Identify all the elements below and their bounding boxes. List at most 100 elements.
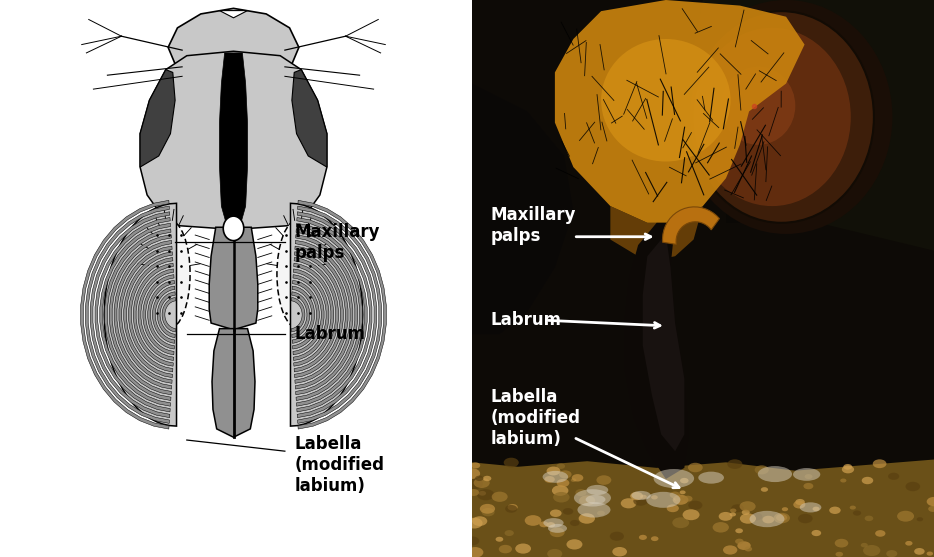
Polygon shape (292, 280, 319, 349)
Ellipse shape (491, 492, 508, 502)
Ellipse shape (640, 495, 647, 499)
Ellipse shape (813, 507, 820, 511)
Ellipse shape (597, 511, 605, 516)
Ellipse shape (684, 496, 692, 502)
Ellipse shape (550, 510, 561, 517)
Ellipse shape (478, 491, 486, 496)
Polygon shape (298, 206, 382, 423)
Ellipse shape (728, 460, 743, 469)
Ellipse shape (680, 490, 686, 494)
Ellipse shape (672, 495, 688, 505)
Ellipse shape (914, 548, 925, 555)
Polygon shape (291, 292, 310, 338)
Ellipse shape (668, 463, 673, 467)
Ellipse shape (928, 506, 934, 512)
Ellipse shape (277, 219, 319, 328)
Polygon shape (294, 252, 344, 378)
Ellipse shape (504, 530, 514, 536)
Ellipse shape (465, 536, 479, 545)
Ellipse shape (613, 547, 627, 556)
Ellipse shape (699, 472, 724, 483)
Polygon shape (80, 201, 169, 429)
Ellipse shape (737, 541, 751, 550)
Ellipse shape (713, 522, 729, 532)
Ellipse shape (577, 502, 611, 517)
Ellipse shape (575, 489, 587, 496)
Text: Labrum: Labrum (490, 311, 561, 329)
Text: Maxillary
palps: Maxillary palps (490, 206, 575, 245)
Text: Labella
(modified
labium): Labella (modified labium) (490, 388, 580, 448)
Ellipse shape (587, 485, 608, 495)
Ellipse shape (793, 468, 820, 481)
Ellipse shape (474, 478, 489, 488)
Ellipse shape (798, 514, 813, 523)
Ellipse shape (148, 219, 191, 328)
Ellipse shape (670, 491, 680, 499)
Polygon shape (611, 206, 703, 262)
Ellipse shape (680, 478, 688, 483)
Polygon shape (296, 229, 362, 400)
Ellipse shape (750, 512, 762, 520)
Ellipse shape (730, 509, 736, 512)
Ellipse shape (742, 510, 750, 515)
Polygon shape (140, 51, 327, 229)
Ellipse shape (897, 511, 914, 522)
Polygon shape (295, 246, 348, 383)
Polygon shape (624, 223, 689, 479)
Ellipse shape (633, 496, 648, 506)
Ellipse shape (546, 522, 555, 527)
Ellipse shape (812, 530, 821, 536)
Ellipse shape (646, 492, 681, 508)
Ellipse shape (853, 510, 861, 516)
Ellipse shape (843, 464, 852, 470)
Polygon shape (291, 297, 304, 332)
Polygon shape (294, 257, 338, 372)
Ellipse shape (503, 458, 518, 467)
Polygon shape (119, 246, 172, 383)
Ellipse shape (546, 467, 560, 476)
Ellipse shape (800, 502, 821, 512)
Polygon shape (105, 203, 177, 426)
Ellipse shape (683, 509, 700, 520)
Polygon shape (297, 212, 376, 418)
Ellipse shape (543, 471, 568, 483)
Ellipse shape (735, 528, 743, 533)
Ellipse shape (480, 504, 495, 514)
Ellipse shape (547, 549, 562, 557)
Polygon shape (85, 206, 169, 423)
Ellipse shape (473, 516, 488, 526)
Ellipse shape (468, 489, 479, 496)
Polygon shape (291, 70, 327, 167)
Ellipse shape (841, 478, 846, 482)
Polygon shape (134, 263, 174, 366)
Ellipse shape (525, 515, 542, 526)
Polygon shape (295, 240, 353, 389)
Ellipse shape (550, 527, 565, 537)
Ellipse shape (872, 460, 886, 468)
Text: Maxillary
palps: Maxillary palps (294, 223, 380, 262)
Ellipse shape (467, 547, 484, 557)
Polygon shape (100, 223, 171, 406)
Ellipse shape (723, 545, 737, 555)
Polygon shape (129, 257, 173, 372)
Ellipse shape (516, 544, 531, 554)
Polygon shape (680, 0, 934, 251)
Ellipse shape (863, 545, 881, 556)
Ellipse shape (916, 517, 923, 521)
Ellipse shape (842, 466, 854, 473)
Polygon shape (95, 217, 170, 412)
Ellipse shape (773, 513, 790, 523)
Ellipse shape (639, 535, 647, 540)
Polygon shape (212, 329, 255, 437)
Ellipse shape (673, 496, 681, 501)
Ellipse shape (483, 476, 491, 481)
Ellipse shape (729, 512, 736, 516)
Polygon shape (643, 234, 685, 451)
Ellipse shape (850, 506, 856, 510)
Ellipse shape (744, 546, 752, 551)
Polygon shape (297, 217, 372, 412)
Ellipse shape (548, 524, 567, 533)
Polygon shape (114, 240, 172, 389)
Ellipse shape (694, 28, 851, 206)
Ellipse shape (804, 474, 813, 479)
